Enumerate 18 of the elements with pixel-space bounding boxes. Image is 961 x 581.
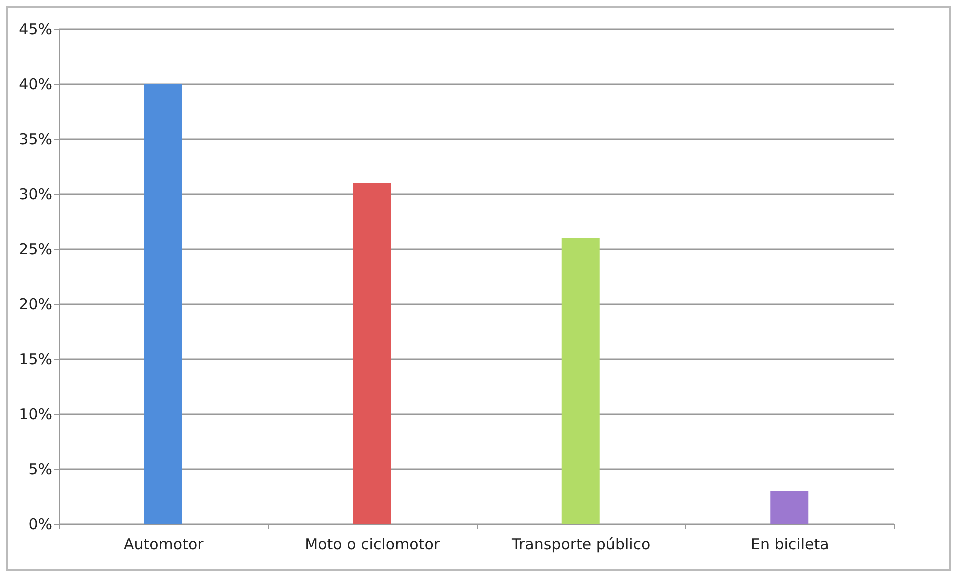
y-tick-label: 10% (19, 406, 52, 424)
bar (770, 491, 809, 524)
x-tick-label: Automotor (124, 536, 205, 554)
y-tick-label: 35% (19, 130, 52, 148)
y-tick-label: 15% (19, 350, 52, 368)
y-tick-label: 30% (19, 186, 52, 204)
y-tick-label: 40% (19, 76, 52, 94)
y-tick-label: 5% (28, 460, 52, 478)
bar (562, 238, 600, 524)
y-tick-label: 0% (28, 516, 52, 534)
y-tick-label: 25% (19, 240, 52, 258)
bar (144, 84, 182, 524)
bar (353, 183, 392, 524)
x-tick-label: Moto o ciclomotor (305, 536, 441, 554)
x-tick-label: Transporte público (511, 536, 651, 554)
x-tick-label: En bicileta (750, 536, 830, 554)
y-tick-label: 20% (19, 296, 52, 314)
y-tick-label: 45% (19, 20, 52, 38)
